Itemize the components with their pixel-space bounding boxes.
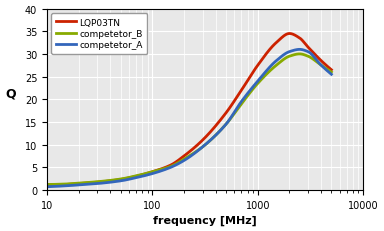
competetor_B [118,178,122,181]
LQP03TN [45,184,49,186]
competetor_A [212,135,217,138]
competetor_A [45,185,49,188]
LQP03TN [235,96,239,99]
X-axis label: frequency [MHz]: frequency [MHz] [153,215,257,225]
LQP03TN [287,33,292,36]
LQP03TN [259,60,263,63]
LQP03TN [95,181,99,184]
Line: LQP03TN: LQP03TN [47,34,331,185]
LQP03TN [118,178,122,181]
competetor_A [235,107,239,110]
LQP03TN [212,126,217,129]
competetor_B [329,71,334,74]
LQP03TN [329,69,334,72]
Y-axis label: Q: Q [5,87,16,100]
competetor_B [259,79,263,82]
competetor_A [118,180,122,182]
competetor_B [173,163,178,166]
competetor_B [95,181,99,183]
competetor_B [212,135,217,138]
Line: competetor_A: competetor_A [47,50,331,187]
competetor_A [173,164,178,167]
LQP03TN [173,161,178,164]
Line: competetor_B: competetor_B [47,55,331,185]
competetor_B [297,53,302,56]
Legend: LQP03TN, competetor_B, competetor_A: LQP03TN, competetor_B, competetor_A [51,14,147,54]
competetor_A [95,182,99,185]
competetor_B [45,183,49,186]
competetor_B [235,109,239,112]
competetor_A [259,76,263,79]
competetor_A [297,49,302,52]
competetor_A [329,74,334,76]
